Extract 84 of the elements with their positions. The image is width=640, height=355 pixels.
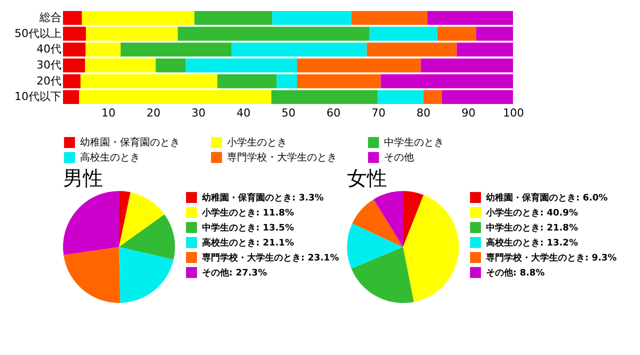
legend-label: 幼稚園・保育園のとき: 6.0% xyxy=(485,192,608,204)
bar xyxy=(63,42,86,57)
legend-label: 専門学校・大学生のとき: 9.3% xyxy=(485,252,617,264)
bar xyxy=(85,58,156,72)
x-tick-label: 80 xyxy=(416,106,430,120)
bar xyxy=(420,58,513,72)
x-tick-label: 70 xyxy=(372,106,386,120)
pie-slice xyxy=(119,214,175,260)
bar xyxy=(86,26,178,41)
bar xyxy=(297,74,381,88)
x-tick-label: 20 xyxy=(146,106,160,120)
legend-label: 高校生のとき: 21.1% xyxy=(202,238,294,248)
bar xyxy=(186,58,297,72)
pie-slice xyxy=(403,194,459,302)
bar xyxy=(63,90,80,104)
y-tick-label: 50代以上 xyxy=(14,26,62,40)
pie-slice xyxy=(119,192,164,247)
legend-label: 小学生のとき: 11.8% xyxy=(201,208,294,218)
bar xyxy=(297,58,421,72)
bar xyxy=(120,42,232,57)
pie-slice xyxy=(403,191,424,247)
legend-label: 専門学校・大学生のとき: 23.1% xyxy=(201,252,339,264)
bar xyxy=(79,90,272,104)
bar xyxy=(378,90,424,104)
x-tick-label: 30 xyxy=(192,106,206,120)
bar xyxy=(476,26,513,41)
legend-label: 高校生のとき: 13.2% xyxy=(486,238,578,248)
legend-label: 専門学校・大学生のとき xyxy=(227,152,337,164)
legend-label: その他: 8.8% xyxy=(486,268,545,278)
y-tick-label: 10代以下 xyxy=(14,90,62,104)
pie-slice xyxy=(352,199,403,247)
pie-slice xyxy=(347,223,403,269)
chart-title: 男性 xyxy=(63,166,103,190)
legend-label: 中学生のとき: 13.5% xyxy=(202,222,294,234)
bar xyxy=(194,10,272,25)
legend-label: 中学生のとき xyxy=(384,136,444,149)
legend-label: その他: 27.3% xyxy=(202,268,267,278)
bar xyxy=(63,74,81,88)
x-tick-label: 10 xyxy=(102,106,116,120)
y-tick-label: 20代 xyxy=(36,74,62,88)
bar xyxy=(63,58,86,72)
x-tick-label: 90 xyxy=(462,106,476,120)
bar xyxy=(232,42,367,57)
legend-label: 幼稚園・保育園のとき xyxy=(80,136,180,149)
chart-title: 女性 xyxy=(347,166,387,190)
bar xyxy=(156,58,186,72)
legend-label: 高校生のとき xyxy=(80,152,140,164)
bar xyxy=(351,10,428,25)
bar xyxy=(276,74,297,88)
legend-label: 小学生のとき: 40.9% xyxy=(485,208,578,218)
y-tick-label: 総合 xyxy=(38,10,62,24)
bar xyxy=(456,42,513,57)
x-tick-label: 100 xyxy=(503,106,524,120)
x-tick-label: 60 xyxy=(326,106,340,120)
legend-label: 小学生のとき xyxy=(227,136,287,149)
legend-label: 幼稚園・保育園のとき: 3.3% xyxy=(201,192,324,204)
pie-slice xyxy=(119,247,174,303)
bar xyxy=(63,10,82,25)
pie-slice xyxy=(119,191,131,247)
y-tick-label: 30代 xyxy=(36,58,62,72)
bar xyxy=(86,42,121,57)
bar xyxy=(217,74,277,88)
bar xyxy=(63,26,86,41)
bar xyxy=(271,90,378,104)
bar xyxy=(369,26,438,41)
bar xyxy=(80,74,218,88)
x-tick-label: 50 xyxy=(282,106,296,120)
bar xyxy=(366,42,457,57)
pie-slice xyxy=(64,247,120,303)
bar xyxy=(442,90,513,104)
x-tick-label: 40 xyxy=(236,106,250,120)
y-tick-label: 40代 xyxy=(36,42,62,56)
bar xyxy=(82,10,194,25)
pie-slice xyxy=(374,191,403,247)
legend-label: 中学生のとき: 21.8% xyxy=(486,222,578,234)
pie-slice xyxy=(351,247,414,303)
legend-label: その他 xyxy=(384,152,414,164)
bar xyxy=(380,74,513,88)
bar xyxy=(423,90,442,104)
bar xyxy=(437,26,476,41)
bar xyxy=(178,26,370,41)
pie-slice xyxy=(63,191,119,255)
bar xyxy=(272,10,352,25)
bar xyxy=(428,10,513,25)
